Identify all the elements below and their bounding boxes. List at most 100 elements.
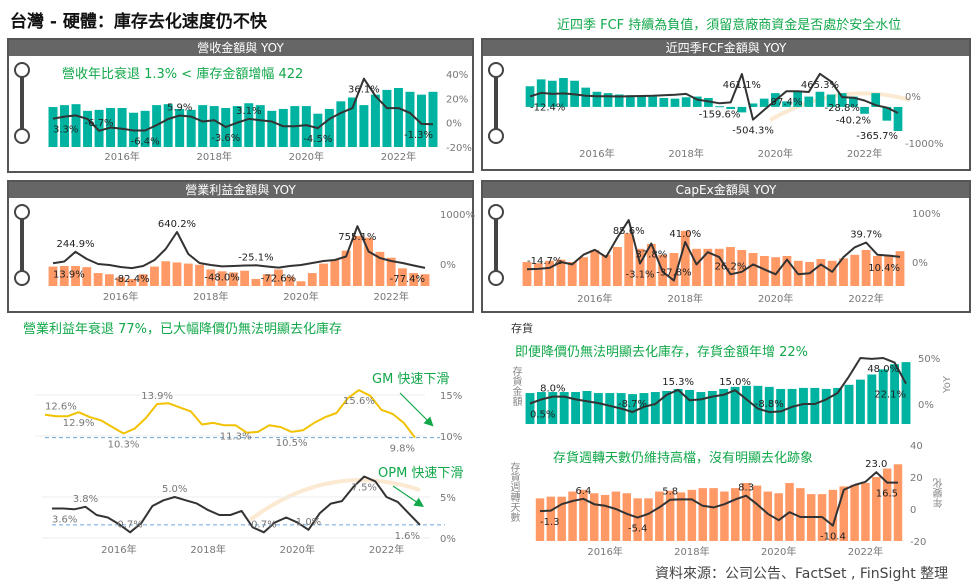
bar	[850, 484, 859, 541]
range-slider[interactable]	[14, 62, 30, 144]
bar	[731, 488, 740, 541]
series-line	[539, 471, 898, 527]
range-slider[interactable]	[488, 62, 504, 144]
data-label: 22.1%	[874, 390, 906, 401]
data-label: -5.4	[628, 524, 648, 535]
data-label: 6.4	[575, 486, 591, 497]
data-label: 10.5%	[276, 438, 308, 449]
series-line	[52, 475, 421, 534]
data-label: 13.9%	[141, 391, 173, 402]
bar	[893, 464, 903, 541]
bar	[810, 387, 820, 424]
x-tick-label: 2018年	[190, 543, 225, 556]
bar	[839, 486, 848, 541]
slider-track[interactable]	[494, 76, 498, 132]
bar	[753, 385, 763, 424]
bar	[611, 491, 621, 541]
slider-track[interactable]	[494, 218, 498, 274]
bar	[557, 496, 566, 541]
x-tick-label: 2022年	[848, 545, 883, 558]
bar	[536, 392, 546, 424]
bar	[821, 388, 831, 424]
days-note: 存貨週轉天數仍維持高檔，沒有明顯去化跡象	[553, 451, 814, 466]
bar	[707, 391, 717, 424]
y-tick-label: 0%	[918, 400, 934, 411]
data-label: 1.6%	[395, 531, 420, 542]
inventory-axis-left: 存貨金額	[510, 366, 521, 406]
data-label: -10.4	[820, 532, 846, 543]
data-label: 15.3%	[662, 377, 694, 388]
fcf-panel: 近四季FCF金額與 YOY	[481, 38, 971, 171]
revenue-note: 營收年比衰退 1.3% < 庫存金額增幅 422	[62, 67, 304, 82]
data-label: -8.8%	[755, 399, 784, 410]
bar	[855, 379, 865, 424]
range-slider[interactable]	[488, 204, 504, 286]
slider-track[interactable]	[20, 218, 24, 274]
bar	[774, 493, 783, 541]
y-tick-label: 40	[910, 441, 923, 452]
data-label: -1.3	[540, 517, 560, 528]
bar	[622, 493, 632, 541]
capex-panel: CapEx金額與 YOY	[481, 180, 971, 313]
bar	[776, 388, 786, 424]
bar	[650, 392, 660, 424]
bar	[673, 388, 683, 424]
data-label: 12.9%	[63, 418, 95, 429]
bar	[799, 387, 808, 424]
y-tick-label: 15%	[440, 391, 462, 402]
y-tick-label: -20	[910, 537, 926, 548]
bar	[709, 488, 718, 541]
x-tick-label: 2020年	[280, 543, 315, 556]
revenue-panel: 營收金額與 YOY	[7, 38, 474, 173]
fcf-note: 近四季 FCF 持續為負值，須留意廠商資金是否處於安全水位	[557, 18, 902, 33]
slider-handle-bottom[interactable]	[14, 128, 30, 144]
revenue-panel-title: 營收金額與 YOY	[9, 40, 472, 56]
data-label: -8.7%	[618, 399, 647, 410]
y-tick-label: 10%	[440, 432, 462, 443]
slider-handle-bottom[interactable]	[14, 270, 30, 286]
bar	[806, 494, 816, 541]
capex-panel-title: CapEx金額與 YOY	[483, 182, 969, 198]
y-tick-label: 0%	[440, 534, 456, 545]
bar	[828, 489, 838, 541]
op-income-panel-title: 營業利益金額與 YOY	[9, 182, 472, 198]
bar	[639, 393, 649, 424]
series-line	[44, 389, 416, 439]
bar	[593, 393, 603, 424]
x-tick-label: 2016年	[101, 543, 136, 556]
bar	[719, 388, 729, 424]
data-label: 5.0%	[162, 484, 187, 495]
range-slider[interactable]	[14, 204, 30, 286]
bar	[571, 392, 581, 424]
bar	[525, 393, 535, 424]
bar	[720, 491, 729, 541]
inventory-axis-right: YoY	[942, 376, 953, 394]
bar	[890, 364, 900, 424]
data-label: 48.0%	[867, 364, 899, 375]
bar	[655, 491, 664, 541]
bar	[605, 393, 615, 424]
fcf-panel-title: 近四季FCF金額與 YOY	[483, 40, 969, 56]
data-label: 23.0	[865, 459, 887, 470]
op-income-panel: 營業利益金額與 YOY	[7, 180, 474, 313]
x-tick-label: 2020年	[761, 545, 796, 558]
watermark-arc	[248, 478, 421, 522]
bar	[901, 362, 911, 424]
bar	[568, 491, 577, 541]
data-label: 3.8%	[73, 494, 98, 505]
bar	[559, 392, 569, 424]
y-tick-label: 0	[910, 505, 916, 516]
bar	[546, 496, 556, 541]
data-label: 1.0%	[296, 517, 321, 528]
days-axis-left: 存貨週轉天數	[508, 462, 519, 522]
slider-handle-bottom[interactable]	[488, 270, 504, 286]
slider-handle-bottom[interactable]	[488, 128, 504, 144]
bar	[687, 489, 697, 541]
bar	[582, 391, 592, 424]
slider-track[interactable]	[20, 76, 24, 132]
bar	[676, 492, 686, 541]
data-label: 0.5%	[530, 410, 555, 421]
bar	[644, 498, 653, 541]
bar	[742, 385, 751, 424]
inventory-note: 即便降價仍無法明顯去化庫存，存貨金額年增 22%	[515, 345, 809, 360]
